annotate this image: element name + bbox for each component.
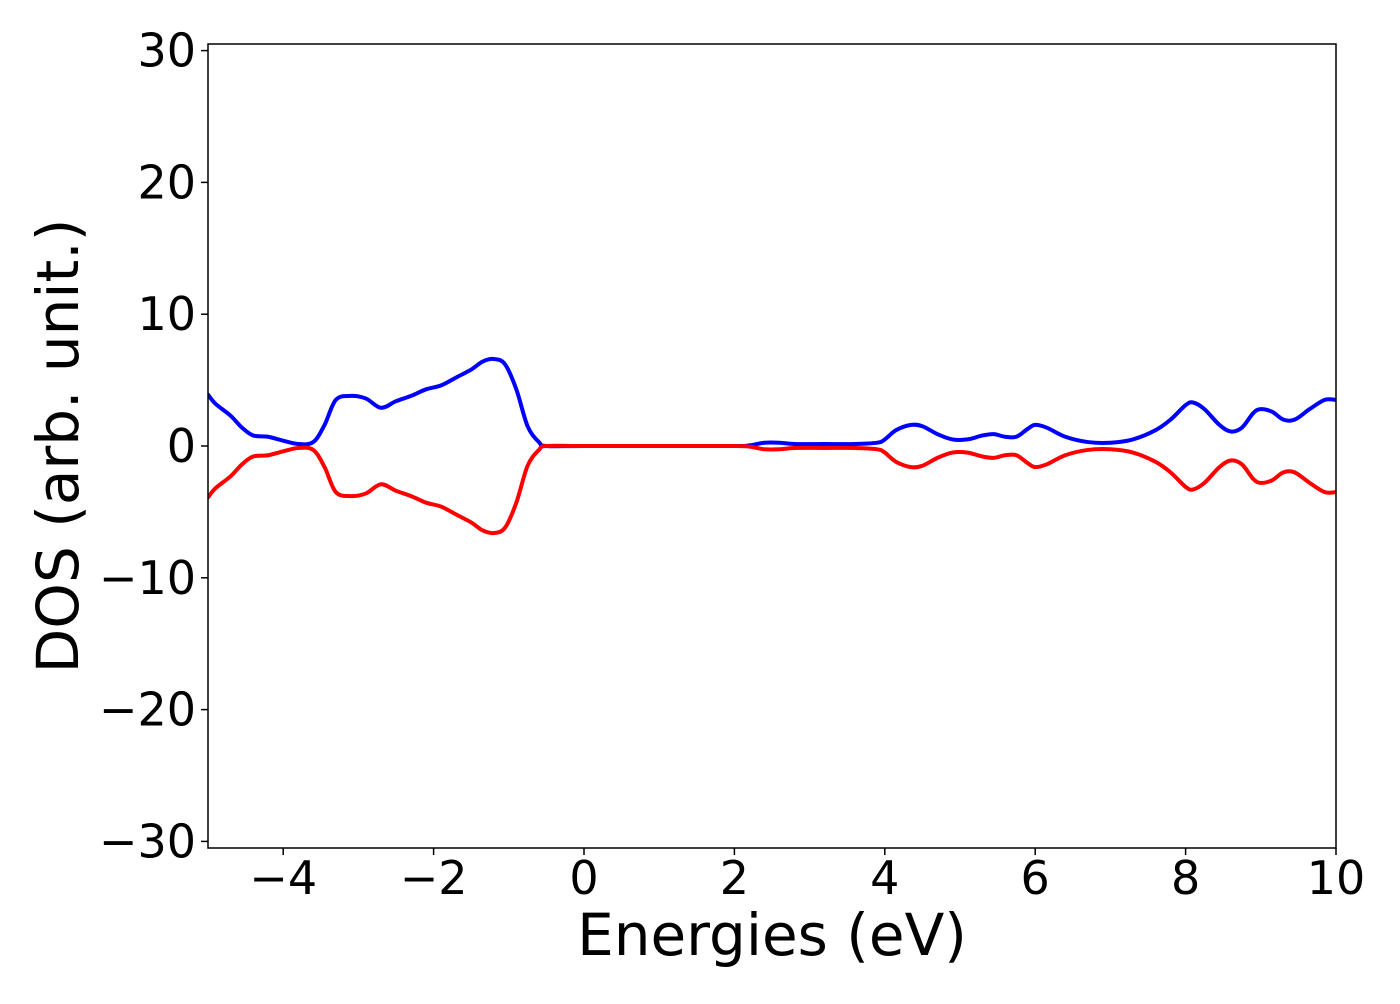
x-tick-label: 8 (1171, 851, 1200, 905)
x-tick-label: 10 (1307, 851, 1366, 905)
x-tick-label: −2 (400, 851, 468, 905)
series-layer (208, 356, 1336, 536)
y-tick-label: 0 (167, 419, 196, 473)
x-tick-label: 6 (1021, 851, 1050, 905)
x-tick-label: 4 (870, 851, 899, 905)
x-tick-label: 2 (720, 851, 749, 905)
y-axis-label: DOS (arb. unit.) (24, 219, 92, 674)
x-axis-ticks: −4 −2 0 2 4 6 8 10 (249, 848, 1365, 905)
y-tick-label: −20 (99, 683, 196, 737)
series-line-2 (208, 443, 1336, 536)
x-tick-label: −4 (249, 851, 317, 905)
y-tick-label: 20 (137, 155, 196, 209)
y-axis-ticks: 30 20 10 0 −10 −20 −30 (99, 24, 208, 868)
y-tick-label: −10 (99, 551, 196, 605)
y-tick-label: 30 (137, 24, 196, 78)
x-axis-label: Energies (eV) (577, 901, 967, 969)
x-tick-label: 0 (569, 851, 598, 905)
y-tick-label: 10 (137, 287, 196, 341)
plot-frame (207, 43, 1337, 849)
series-line-1 (208, 356, 1336, 449)
y-tick-label: −30 (99, 814, 196, 868)
